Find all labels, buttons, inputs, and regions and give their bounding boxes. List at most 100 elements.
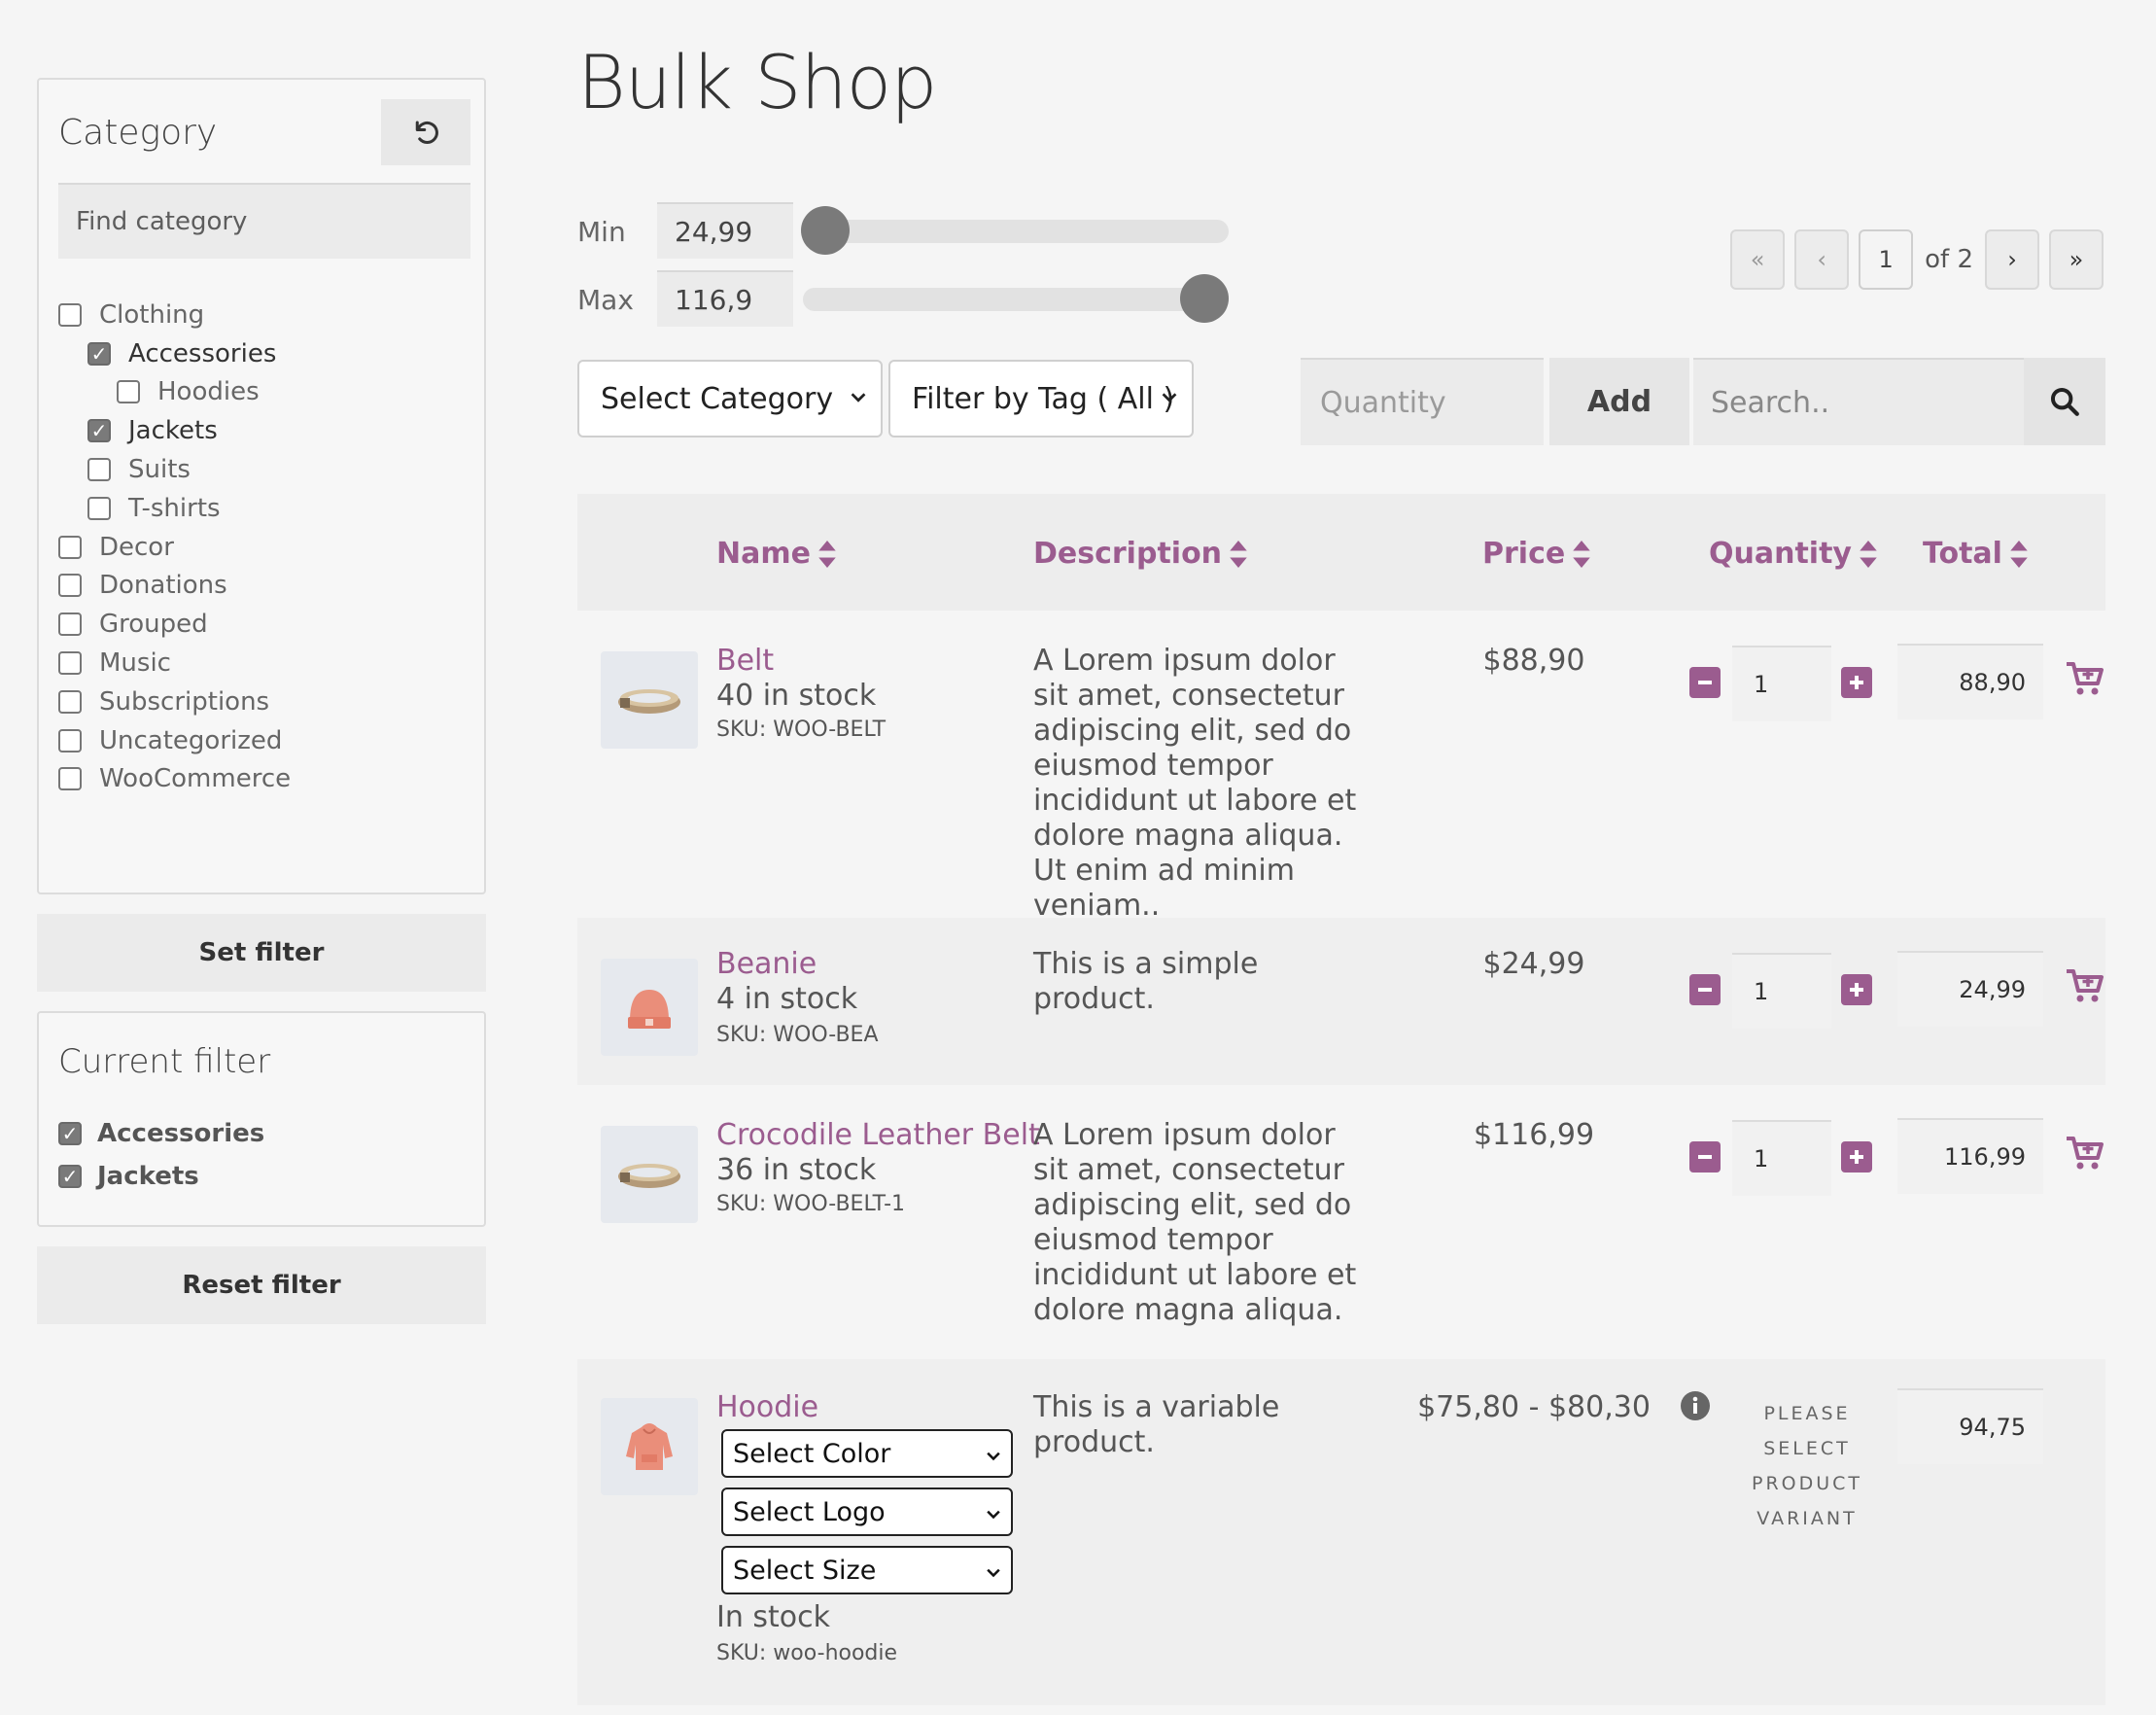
last-page-button[interactable]: » — [2049, 229, 2104, 290]
product-name-link[interactable]: Crocodile Leather Belt — [716, 1118, 1040, 1152]
column-total[interactable]: Total — [1923, 537, 2028, 571]
product-name-link[interactable]: Beanie — [716, 947, 817, 981]
decrease-quantity-button[interactable] — [1689, 1141, 1721, 1172]
product-price: $75,80 - $80,30 — [1417, 1390, 1651, 1424]
cart-plus-icon[interactable] — [2065, 661, 2104, 696]
product-sku: SKU: WOO-BELT-1 — [716, 1192, 906, 1216]
product-image[interactable] — [601, 959, 698, 1056]
checkbox[interactable] — [87, 496, 111, 520]
max-slider-track[interactable] — [803, 288, 1229, 311]
max-slider-thumb[interactable] — [1180, 274, 1229, 323]
select-logo[interactable]: Select Logo — [721, 1488, 1013, 1536]
category-item-clothing[interactable]: Clothing — [58, 296, 291, 334]
checkbox[interactable] — [58, 651, 82, 676]
checkbox[interactable] — [58, 302, 82, 327]
category-item-suits[interactable]: Suits — [87, 450, 291, 489]
current-filter-jackets[interactable]: Jackets — [58, 1155, 264, 1198]
select-color[interactable]: Select Color — [721, 1429, 1013, 1478]
product-name-link[interactable]: Belt — [716, 644, 775, 678]
checkbox[interactable] — [58, 767, 82, 791]
search-button[interactable] — [2024, 358, 2105, 445]
search-input[interactable] — [1693, 358, 2024, 445]
column-description[interactable]: Description — [1033, 537, 1247, 571]
product-image[interactable] — [601, 651, 698, 749]
category-item-music[interactable]: Music — [58, 644, 291, 682]
min-slider-thumb[interactable] — [801, 206, 850, 255]
checkbox[interactable] — [58, 535, 82, 559]
quantity-input[interactable]: 1 — [1732, 646, 1831, 721]
category-item-jackets[interactable]: Jackets — [87, 411, 291, 450]
search-icon — [2050, 387, 2079, 416]
checkbox[interactable] — [87, 419, 111, 443]
belt-icon — [618, 1164, 680, 1188]
product-image[interactable] — [601, 1126, 698, 1223]
add-button[interactable]: Add — [1549, 358, 1689, 445]
checkbox[interactable] — [58, 689, 82, 714]
find-category-input[interactable] — [58, 183, 470, 259]
category-item-subscriptions[interactable]: Subscriptions — [58, 682, 291, 721]
reset-filter-button[interactable]: Reset filter — [37, 1246, 486, 1324]
category-item-woocommerce[interactable]: WooCommerce — [58, 760, 291, 799]
checkbox[interactable] — [58, 574, 82, 598]
product-image[interactable] — [601, 1398, 698, 1495]
table-header: Name Description Price Quantity Total — [577, 494, 2105, 611]
checkbox[interactable] — [58, 1165, 82, 1188]
checkbox[interactable] — [87, 341, 111, 366]
checkbox[interactable] — [58, 1122, 82, 1145]
category-item-decor[interactable]: Decor — [58, 528, 291, 567]
product-name-link[interactable]: Hoodie — [716, 1390, 819, 1424]
category-select[interactable]: Select Category — [577, 360, 883, 438]
minus-icon — [1698, 1155, 1712, 1159]
product-stock: 4 in stock — [716, 982, 858, 1016]
checkbox[interactable] — [58, 728, 82, 752]
next-page-button[interactable]: › — [1985, 229, 2039, 290]
max-price-input[interactable]: 116,9 — [657, 270, 793, 327]
current-filter-panel: Current filter Accessories Jackets — [37, 1011, 486, 1227]
min-slider-track[interactable] — [803, 220, 1229, 243]
increase-quantity-button[interactable] — [1841, 974, 1872, 1005]
row-total: 116,99 — [1897, 1118, 2043, 1194]
category-title: Category — [58, 113, 218, 153]
reset-categories-button[interactable] — [381, 99, 470, 165]
page-count: of 2 — [1925, 245, 1973, 274]
table-row: Beanie 4 in stock SKU: WOO-BEA This is a… — [577, 918, 2105, 1085]
current-page[interactable]: 1 — [1859, 229, 1914, 290]
cart-plus-icon[interactable] — [2065, 968, 2104, 1003]
quantity-input[interactable]: 1 — [1732, 1120, 1831, 1196]
category-item-accessories[interactable]: Accessories — [87, 334, 291, 373]
product-description: This is a variable product. — [1033, 1390, 1280, 1459]
set-filter-button[interactable]: Set filter — [37, 914, 486, 992]
checkbox[interactable] — [87, 458, 111, 482]
decrease-quantity-button[interactable] — [1689, 667, 1721, 698]
product-description: A Lorem ipsum dolor sit amet, consectetu… — [1033, 1118, 1357, 1327]
category-item-uncategorized[interactable]: Uncategorized — [58, 721, 291, 760]
row-total: 24,99 — [1897, 951, 2043, 1027]
column-price[interactable]: Price — [1482, 537, 1590, 571]
column-quantity[interactable]: Quantity — [1709, 537, 1877, 571]
decrease-quantity-button[interactable] — [1689, 974, 1721, 1005]
current-filter-accessories[interactable]: Accessories — [58, 1112, 264, 1155]
increase-quantity-button[interactable] — [1841, 1141, 1872, 1172]
category-item-hoodies[interactable]: Hoodies — [117, 373, 291, 412]
prev-page-button[interactable]: ‹ — [1794, 229, 1850, 290]
tag-select[interactable]: Filter by Tag ( All ) — [888, 360, 1194, 438]
increase-quantity-button[interactable] — [1841, 667, 1872, 698]
chevron-down-icon — [987, 1510, 1000, 1520]
product-stock: In stock — [716, 1600, 831, 1634]
quantity-input[interactable]: 1 — [1732, 953, 1831, 1029]
cart-plus-icon[interactable] — [2065, 1136, 2104, 1171]
product-stock: 40 in stock — [716, 679, 877, 713]
category-item-grouped[interactable]: Grouped — [58, 605, 291, 644]
min-price-input[interactable]: 24,99 — [657, 202, 793, 259]
bulk-quantity-input[interactable] — [1301, 358, 1544, 445]
hoodie-icon — [626, 1423, 673, 1470]
checkbox[interactable] — [117, 380, 140, 404]
category-item-donations[interactable]: Donations — [58, 567, 291, 606]
plus-icon — [1850, 1150, 1863, 1164]
info-icon[interactable] — [1680, 1390, 1711, 1421]
category-item-tshirts[interactable]: T-shirts — [87, 489, 291, 528]
column-name[interactable]: Name — [716, 537, 836, 571]
select-size[interactable]: Select Size — [721, 1546, 1013, 1594]
checkbox[interactable] — [58, 612, 82, 637]
first-page-button[interactable]: « — [1730, 229, 1786, 290]
